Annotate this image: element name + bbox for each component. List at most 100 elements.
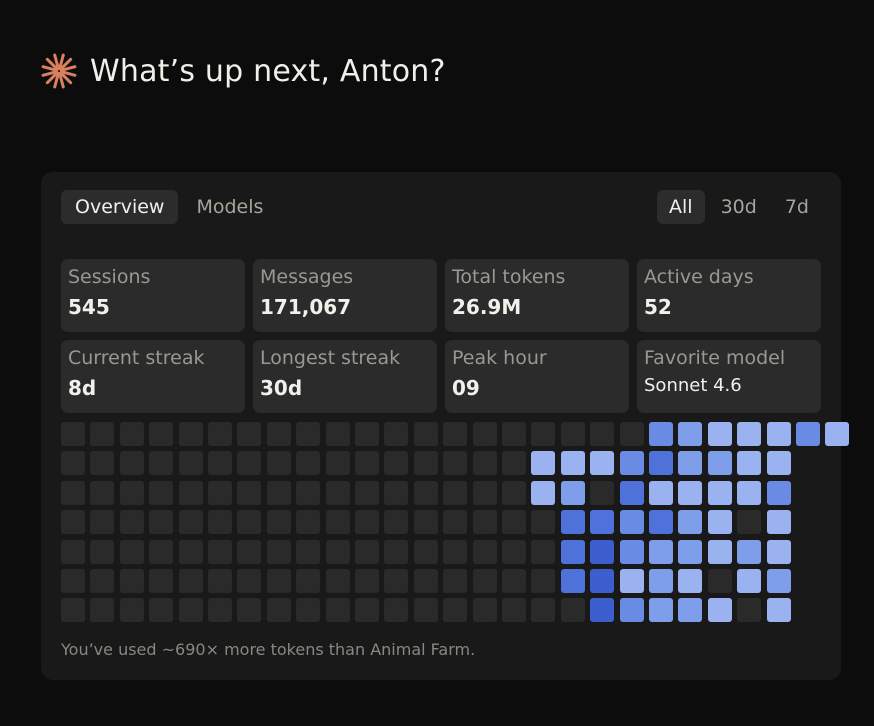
heatmap-cell <box>296 510 321 535</box>
range-7d[interactable]: 7d <box>784 196 809 218</box>
stat-label: Peak hour <box>452 347 547 369</box>
heatmap-cell <box>413 510 438 535</box>
heatmap-cell <box>384 451 409 476</box>
heatmap-cell <box>766 422 791 446</box>
heatmap-cell <box>531 422 556 446</box>
stat-peak-hour: Peak hour 09 <box>445 340 629 413</box>
heatmap-cell <box>178 598 203 623</box>
heatmap-cell <box>619 569 644 593</box>
heatmap-cell <box>502 510 526 535</box>
greeting: What’s up next, Anton? <box>40 52 446 90</box>
usage-card: Overview Models All 30d 7d Sessions 545 … <box>41 172 850 680</box>
heatmap-cell <box>619 480 644 505</box>
heatmap-cell <box>178 451 203 476</box>
tab-models[interactable]: Models <box>196 196 264 218</box>
view-tabs: Overview Models <box>61 190 277 224</box>
greeting-text: What’s up next, Anton? <box>90 53 446 89</box>
heatmap-cell <box>413 451 438 476</box>
stat-value: 26.9M <box>452 295 522 319</box>
heatmap-cell <box>737 569 762 593</box>
heatmap-cell <box>737 451 762 476</box>
heatmap-cell <box>678 480 703 505</box>
heatmap-cell <box>149 422 174 446</box>
heatmap-cell <box>737 539 762 564</box>
heatmap-cell <box>90 539 115 564</box>
heatmap-cell <box>472 539 497 564</box>
heatmap-cell <box>766 480 791 505</box>
heatmap-cell <box>678 598 703 623</box>
heatmap-cell <box>737 510 762 535</box>
heatmap-cell <box>208 510 232 535</box>
heatmap-cell <box>296 598 321 623</box>
heatmap-cell <box>502 539 526 564</box>
heatmap-cell <box>678 510 703 535</box>
heatmap-cell <box>178 480 203 505</box>
heatmap-cell <box>443 510 468 535</box>
heatmap-cell <box>678 569 703 593</box>
heatmap-cell <box>531 569 556 593</box>
stat-active-days: Active days 52 <box>637 259 821 332</box>
stat-value: 09 <box>452 376 480 400</box>
heatmap-cell <box>443 480 468 505</box>
heatmap-cell <box>766 569 791 593</box>
range-all[interactable]: All <box>657 190 705 224</box>
heatmap-cell <box>355 480 379 505</box>
heatmap-cell <box>208 569 232 593</box>
stat-label: Active days <box>644 266 754 288</box>
heatmap-cell <box>178 569 203 593</box>
heatmap-cell <box>560 598 585 623</box>
heatmap-cell <box>384 539 409 564</box>
heatmap-cell <box>707 510 732 535</box>
heatmap-cell <box>619 422 644 446</box>
tab-overview[interactable]: Overview <box>61 190 179 224</box>
heatmap-cell <box>61 480 85 505</box>
heatmap-cell <box>472 480 497 505</box>
heatmap-cell <box>590 569 615 593</box>
heatmap-cell <box>90 569 115 593</box>
heatmap-cell <box>266 539 291 564</box>
heatmap-cell <box>560 480 585 505</box>
heatmap-cell <box>237 569 262 593</box>
heatmap-cell <box>266 480 291 505</box>
heatmap-cell <box>384 480 409 505</box>
heatmap-cell <box>560 422 585 446</box>
heatmap-cell <box>502 480 526 505</box>
heatmap-cell <box>325 510 350 535</box>
heatmap-cell <box>413 422 438 446</box>
heatmap-cell <box>590 539 615 564</box>
range-30d[interactable]: 30d <box>720 196 757 218</box>
heatmap-cell <box>413 569 438 593</box>
heatmap-cell <box>266 451 291 476</box>
heatmap-cell <box>619 539 644 564</box>
stat-label: Messages <box>260 266 354 288</box>
heatmap-cell <box>560 510 585 535</box>
heatmap-cell <box>590 451 615 476</box>
heatmap-cell <box>384 569 409 593</box>
heatmap-cell <box>531 510 556 535</box>
heatmap-cell <box>325 598 350 623</box>
heatmap-cell <box>355 598 379 623</box>
heatmap-cell <box>90 510 115 535</box>
heatmap-cell <box>208 422 232 446</box>
heatmap-cell <box>266 598 291 623</box>
heatmap-cell <box>355 510 379 535</box>
heatmap-cell <box>178 510 203 535</box>
heatmap-cell <box>825 422 850 446</box>
heatmap-cell <box>237 598 262 623</box>
heatmap-cell <box>678 422 703 446</box>
heatmap-cell <box>766 598 791 623</box>
heatmap-cell <box>737 480 762 505</box>
heatmap-cell <box>649 422 673 446</box>
heatmap-cell <box>560 451 585 476</box>
heatmap-cell <box>119 569 144 593</box>
heatmap-cell <box>61 539 85 564</box>
stat-value: 30d <box>260 376 303 400</box>
heatmap-cell <box>325 451 350 476</box>
heatmap-cell <box>590 422 615 446</box>
heatmap-cell <box>678 451 703 476</box>
heatmap-cell <box>413 598 438 623</box>
heatmap-cell <box>208 598 232 623</box>
heatmap-cell <box>355 569 379 593</box>
heatmap-cell <box>119 539 144 564</box>
heatmap-cell <box>237 451 262 476</box>
